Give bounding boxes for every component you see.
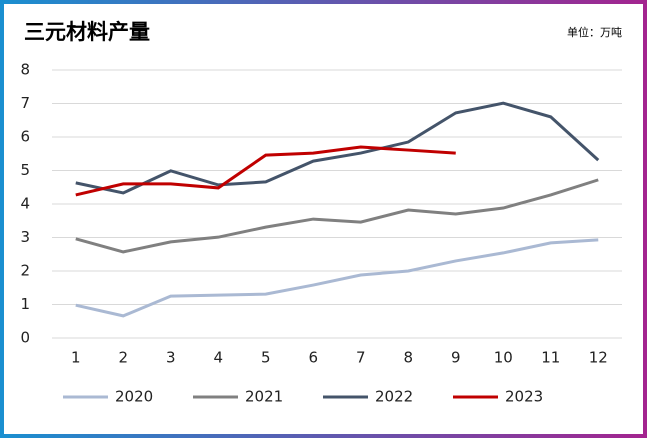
series-line xyxy=(75,178,599,254)
x-tick-label: 10 xyxy=(494,349,513,367)
chart-title: 三元材料产量 xyxy=(24,20,150,44)
legend-label: 2023 xyxy=(505,388,543,406)
x-tick-label: 12 xyxy=(589,349,608,367)
series-line xyxy=(75,238,599,318)
x-tick-label: 6 xyxy=(308,349,318,367)
x-tick-label: 11 xyxy=(541,349,560,367)
y-tick-label: 8 xyxy=(20,61,30,79)
x-tick-label: 5 xyxy=(261,349,271,367)
y-tick-label: 0 xyxy=(20,329,30,347)
y-tick-label: 6 xyxy=(20,128,30,146)
y-tick-label: 1 xyxy=(20,295,30,313)
legend-label: 2021 xyxy=(245,388,283,406)
legend-label: 2020 xyxy=(115,388,153,406)
series-line xyxy=(75,145,456,197)
x-tick-label: 3 xyxy=(166,349,176,367)
legend-label: 2022 xyxy=(375,388,413,406)
x-tick-label: 8 xyxy=(403,349,413,367)
x-tick-label: 9 xyxy=(451,349,461,367)
y-tick-label: 7 xyxy=(20,94,30,112)
x-tick-label: 7 xyxy=(356,349,366,367)
y-tick-label: 4 xyxy=(20,195,30,213)
x-tick-label: 1 xyxy=(71,349,81,367)
x-tick-label: 2 xyxy=(118,349,128,367)
x-tick-label: 4 xyxy=(213,349,223,367)
y-tick-label: 2 xyxy=(20,262,30,280)
unit-label: 单位：万吨 xyxy=(567,25,622,39)
y-tick-label: 3 xyxy=(20,228,30,246)
series-line xyxy=(75,101,600,195)
y-tick-label: 5 xyxy=(20,161,30,179)
